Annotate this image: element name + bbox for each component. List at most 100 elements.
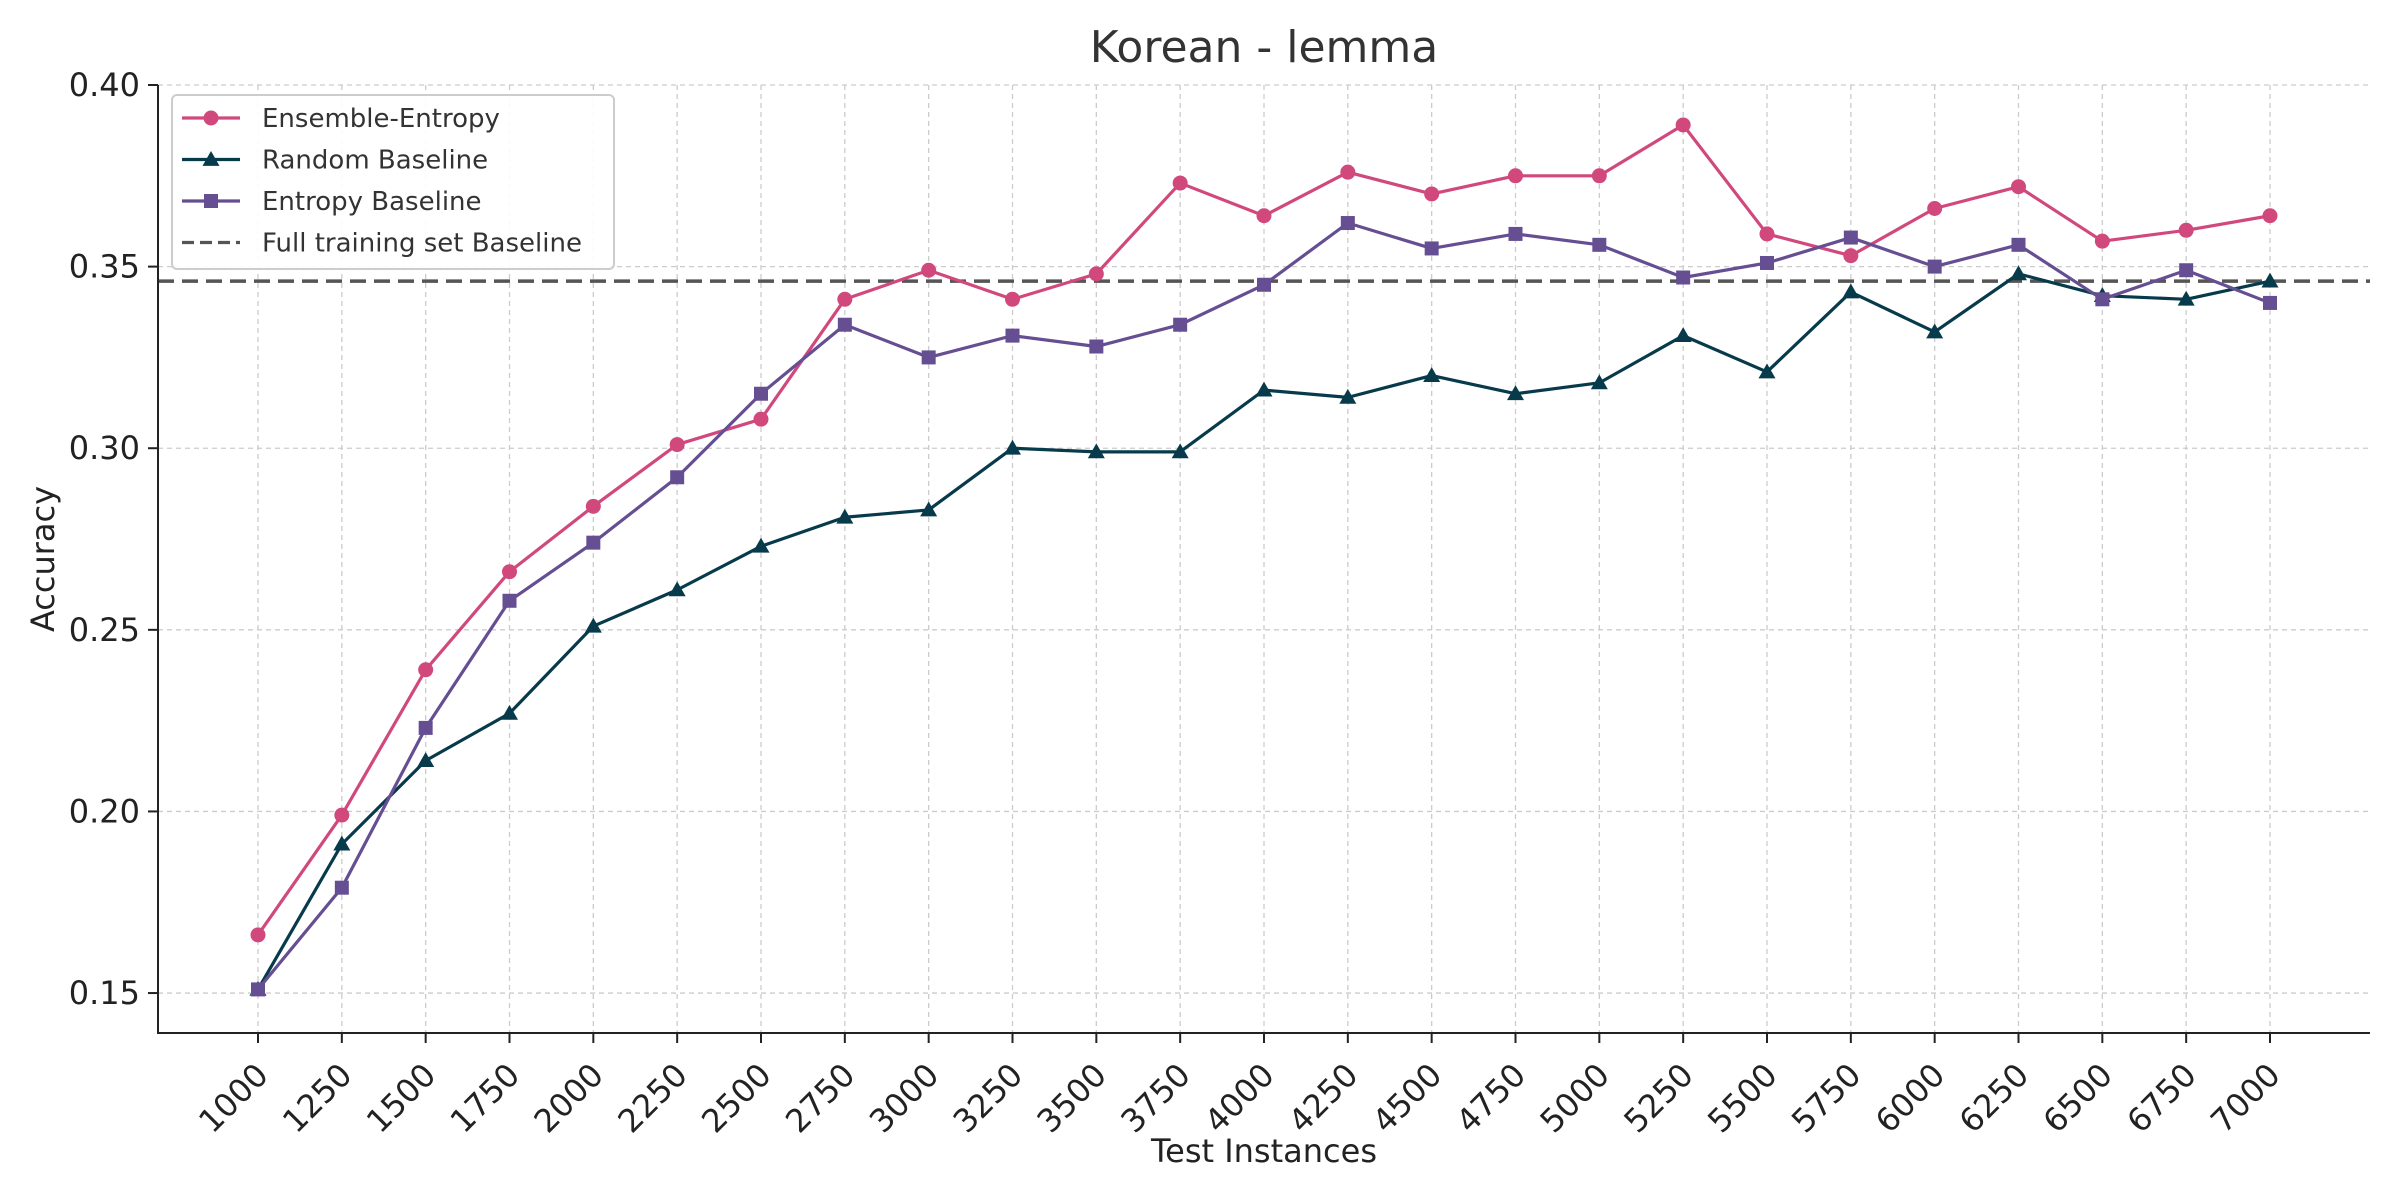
random-baseline-point <box>2010 265 2027 281</box>
entropy-baseline-point <box>2011 237 2026 252</box>
random-baseline-point <box>1087 443 1105 459</box>
entropy-baseline-point <box>418 720 433 735</box>
random-baseline-point <box>752 537 770 553</box>
entropy-baseline-point <box>1257 277 1271 292</box>
legend: Ensemble-Entropy Random Baseline Entropy B… <box>171 94 615 270</box>
legend-label: Ensemble-Entropy <box>262 104 500 134</box>
ensemble-entropy-point <box>1172 175 1188 191</box>
random-baseline-point <box>836 508 854 524</box>
x-tick-label: 5000 <box>1533 1056 1617 1140</box>
legend-label: Entropy Baseline <box>262 187 482 217</box>
random-baseline-point <box>1507 385 1524 401</box>
y-axis-label: Accuracy <box>24 486 62 632</box>
random-baseline-point <box>1590 374 1608 390</box>
x-tick-label: 3000 <box>862 1056 946 1140</box>
ensemble-entropy-series <box>250 117 2278 943</box>
ensemble-entropy-point <box>585 498 601 514</box>
y-tick-label: 0.15 <box>69 974 140 1012</box>
legend-item-full-training-set-baseline: Full training set Baseline <box>182 229 582 259</box>
entropy-baseline-point <box>2263 295 2277 310</box>
legend-label: Random Baseline <box>262 146 488 176</box>
y-tick-label: 0.30 <box>69 429 140 467</box>
entropy-baseline-point <box>921 350 936 365</box>
entropy-baseline-point <box>1843 230 1858 245</box>
x-tick-label: 4250 <box>1281 1056 1365 1140</box>
ensemble-entropy-point <box>1591 168 1607 184</box>
chart-title: Korean - lemma <box>1090 22 1438 73</box>
random-baseline-point <box>1758 363 1776 379</box>
ensemble-entropy-point <box>1256 208 1272 224</box>
entropy-baseline-point <box>251 982 265 997</box>
axes <box>148 84 2370 1043</box>
entropy-baseline-point <box>1676 270 1691 285</box>
x-tick-label: 6000 <box>1868 1056 1952 1140</box>
random-baseline-point <box>1423 367 1441 382</box>
random-baseline-point <box>417 752 435 767</box>
ensemble-entropy-point <box>2094 233 2110 249</box>
x-tick-label: 1750 <box>443 1056 527 1140</box>
y-tick-label: 0.35 <box>69 248 140 286</box>
random-baseline-point <box>501 704 518 720</box>
x-tick-label: 1250 <box>275 1056 359 1140</box>
random-baseline-point <box>1926 323 1944 339</box>
x-tick-label: 5750 <box>1784 1056 1868 1140</box>
legend-label: Full training set Baseline <box>262 229 582 259</box>
entropy-baseline-point <box>2095 292 2110 307</box>
x-axis-label: Test Instances <box>1150 1132 1377 1170</box>
x-tick-label: 2000 <box>527 1056 611 1140</box>
x-tick-label: 5500 <box>1700 1056 1784 1140</box>
plot-spines <box>157 85 2370 1034</box>
y-tick-labels: 0.15 0.20 0.25 0.30 0.35 0.40 <box>69 66 140 1012</box>
random-baseline-point <box>920 501 938 517</box>
ensemble-entropy-point <box>1508 168 1523 184</box>
legend-box <box>171 94 615 270</box>
entropy-baseline-series <box>251 216 2277 997</box>
x-tick-label: 6250 <box>1952 1056 2036 1140</box>
series-layer <box>249 117 2279 997</box>
x-tick-label: 2250 <box>610 1056 694 1140</box>
entropy-baseline-point <box>2179 263 2194 278</box>
x-tick-label: 6750 <box>2119 1056 2203 1140</box>
x-tick-label: 1000 <box>191 1056 275 1140</box>
entropy-baseline-point <box>1508 226 1523 241</box>
ensemble-entropy-point <box>250 927 266 943</box>
ensemble-entropy-point <box>2262 208 2278 224</box>
entropy-baseline-point <box>502 593 517 608</box>
y-tick-label: 0.40 <box>69 66 140 104</box>
random-baseline-point <box>1255 381 1273 397</box>
random-baseline-point <box>2261 272 2279 288</box>
x-tick-label: 7000 <box>2203 1056 2287 1140</box>
y-tick-label: 0.25 <box>69 611 140 649</box>
legend-item-random-baseline: Random Baseline <box>182 146 488 176</box>
ensemble-entropy-point <box>921 262 937 278</box>
ensemble-entropy-point <box>1843 248 1859 264</box>
x-tick-label: 3750 <box>1113 1056 1197 1140</box>
random-baseline-point <box>1171 443 1189 459</box>
entropy-baseline-point <box>1927 259 1942 274</box>
ensemble-entropy-point <box>1340 164 1356 180</box>
x-tick-label: 5250 <box>1616 1056 1700 1140</box>
ensemble-entropy-point <box>1005 291 1020 307</box>
ensemble-entropy-point <box>502 564 517 580</box>
entropy-baseline-point <box>1592 237 1607 252</box>
entropy-baseline-point <box>837 317 852 332</box>
legend-marker <box>202 151 220 166</box>
x-tick-label: 6500 <box>2036 1056 2120 1140</box>
x-tick-labels: 1000 1250 1500 1750 2000 2250 2500 2750 3000 3250… <box>191 1056 2287 1140</box>
entropy-baseline-point <box>670 470 685 485</box>
legend-item-entropy-baseline: Entropy Baseline <box>182 187 482 217</box>
ensemble-entropy-point <box>1424 186 1440 202</box>
ensemble-entropy-point <box>1927 200 1943 216</box>
random-baseline-point <box>1674 327 1692 342</box>
entropy-baseline-point <box>1424 241 1439 256</box>
x-tick-label: 4000 <box>1197 1056 1281 1140</box>
entropy-baseline-point <box>1089 339 1104 354</box>
entropy-baseline-point <box>1005 328 1020 343</box>
ensemble-entropy-point <box>837 291 853 307</box>
entropy-baseline-point <box>586 535 601 550</box>
ensemble-entropy-point <box>1675 117 1691 133</box>
x-tick-label: 2500 <box>694 1056 778 1140</box>
ensemble-entropy-point <box>753 411 769 427</box>
ensemble-entropy-point <box>334 807 350 823</box>
